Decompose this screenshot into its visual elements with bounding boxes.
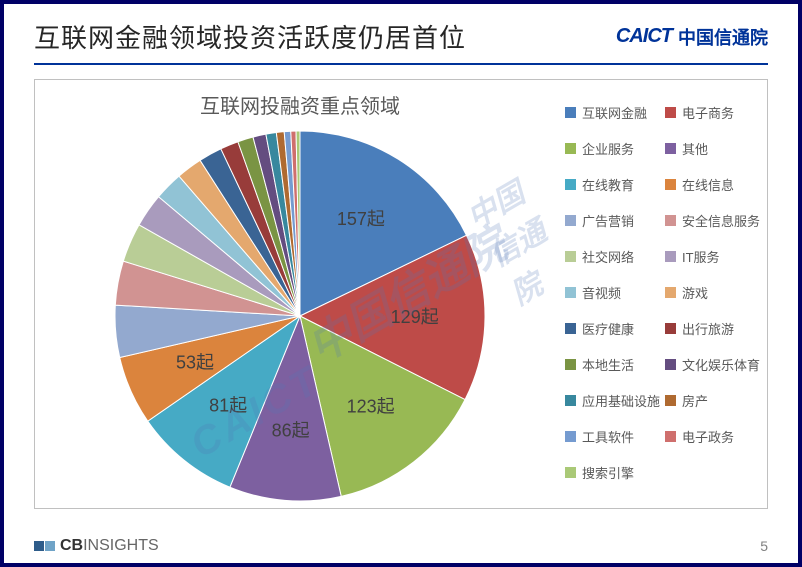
- legend-label: 电子政务: [682, 427, 734, 446]
- legend-swatch: [665, 287, 676, 298]
- slide-title: 互联网金融领域投资活跃度仍居首位: [34, 18, 466, 55]
- slice-label: 53起: [176, 352, 214, 372]
- legend-label: 广告营销: [582, 211, 634, 230]
- legend-label: 房产: [682, 391, 708, 410]
- legend-item: 文化娱乐体育: [665, 346, 761, 382]
- legend-item: 互联网金融: [565, 94, 661, 130]
- pie-chart: 157起 129起 123起 86起 81起 53起: [90, 126, 510, 506]
- legend-item: 其他: [665, 130, 761, 166]
- legend-label: 搜索引擎: [582, 463, 634, 482]
- legend-item: 应用基础设施: [565, 382, 661, 418]
- cb-insights-logo: CBINSIGHTS: [34, 535, 159, 557]
- legend-swatch: [565, 467, 576, 478]
- slice-label: 86起: [272, 420, 310, 440]
- chart-area: 互联网投融资重点领域 157起129起123起86起81起53起 中国信通院 中…: [34, 79, 768, 509]
- legend-swatch: [565, 143, 576, 154]
- cb-mark-icon: [34, 535, 56, 557]
- brand-logo: CAICT: [616, 25, 672, 48]
- legend-label: 社交网络: [582, 247, 634, 266]
- legend-swatch: [665, 179, 676, 190]
- legend-label: 出行旅游: [682, 319, 734, 338]
- legend-label: 游戏: [682, 283, 708, 302]
- legend-swatch: [565, 431, 576, 442]
- legend-item: 搜索引擎: [565, 454, 661, 490]
- cb-text: CBINSIGHTS: [60, 537, 159, 555]
- legend-swatch: [565, 179, 576, 190]
- legend-label: 在线教育: [582, 175, 634, 194]
- legend-item: 企业服务: [565, 130, 661, 166]
- legend-swatch: [565, 287, 576, 298]
- legend-item: 本地生活: [565, 346, 661, 382]
- legend-label: 互联网金融: [582, 103, 647, 122]
- header: 互联网金融领域投资活跃度仍居首位 CAICT 中国信通院: [4, 4, 798, 63]
- legend-item: 房产: [665, 382, 761, 418]
- legend-label: 文化娱乐体育: [682, 355, 760, 374]
- brand: CAICT 中国信通院: [616, 24, 768, 50]
- legend-item: 广告营销: [565, 202, 661, 238]
- legend-item: 工具软件: [565, 418, 661, 454]
- legend-label: 在线信息: [682, 175, 734, 194]
- legend-label: 本地生活: [582, 355, 634, 374]
- legend-label: 企业服务: [582, 139, 634, 158]
- legend-label: 医疗健康: [582, 319, 634, 338]
- pie-panel: 互联网投融资重点领域 157起129起123起86起81起53起 中国信通院 中…: [35, 80, 565, 508]
- legend-label: 工具软件: [582, 427, 634, 446]
- legend-swatch: [565, 359, 576, 370]
- footer: CBINSIGHTS 5: [4, 535, 798, 557]
- legend-label: 应用基础设施: [582, 391, 660, 410]
- legend-swatch: [565, 395, 576, 406]
- legend-swatch: [665, 251, 676, 262]
- legend: 互联网金融 电子商务企业服务 其他在线教育 在线信息广告营销 安全信息服务社交网络 IT服…: [565, 80, 767, 508]
- legend-item: 社交网络: [565, 238, 661, 274]
- brand-text: 中国信通院: [678, 24, 768, 50]
- legend-swatch: [565, 107, 576, 118]
- legend-item: 电子商务: [665, 94, 761, 130]
- legend-swatch: [565, 251, 576, 262]
- legend-swatch: [665, 107, 676, 118]
- legend-item: 在线教育: [565, 166, 661, 202]
- legend-item: 安全信息服务: [665, 202, 761, 238]
- slice-label: 81起: [209, 395, 247, 415]
- legend-swatch: [665, 143, 676, 154]
- legend-swatch: [665, 431, 676, 442]
- chart-title: 互联网投融资重点领域: [35, 90, 565, 119]
- legend-label: 其他: [682, 139, 708, 158]
- legend-item: 医疗健康: [565, 310, 661, 346]
- legend-label: 电子商务: [682, 103, 734, 122]
- legend-item: IT服务: [665, 238, 761, 274]
- legend-label: 音视频: [582, 283, 621, 302]
- slice-label: 129起: [391, 307, 439, 327]
- page-number: 5: [760, 538, 768, 554]
- legend-swatch: [665, 359, 676, 370]
- legend-swatch: [665, 215, 676, 226]
- legend-item: 出行旅游: [665, 310, 761, 346]
- slice-label: 157起: [337, 209, 385, 229]
- slide: 互联网金融领域投资活跃度仍居首位 CAICT 中国信通院 互联网投融资重点领域 …: [0, 0, 802, 567]
- header-rule: [34, 63, 768, 65]
- legend-label: IT服务: [682, 247, 720, 266]
- legend-swatch: [565, 323, 576, 334]
- legend-swatch: [565, 215, 576, 226]
- legend-swatch: [665, 395, 676, 406]
- legend-swatch: [665, 323, 676, 334]
- legend-item: 电子政务: [665, 418, 761, 454]
- slice-label: 123起: [347, 396, 395, 416]
- legend-item: 音视频: [565, 274, 661, 310]
- legend-item: 游戏: [665, 274, 761, 310]
- legend-label: 安全信息服务: [682, 211, 760, 230]
- legend-item: 在线信息: [665, 166, 761, 202]
